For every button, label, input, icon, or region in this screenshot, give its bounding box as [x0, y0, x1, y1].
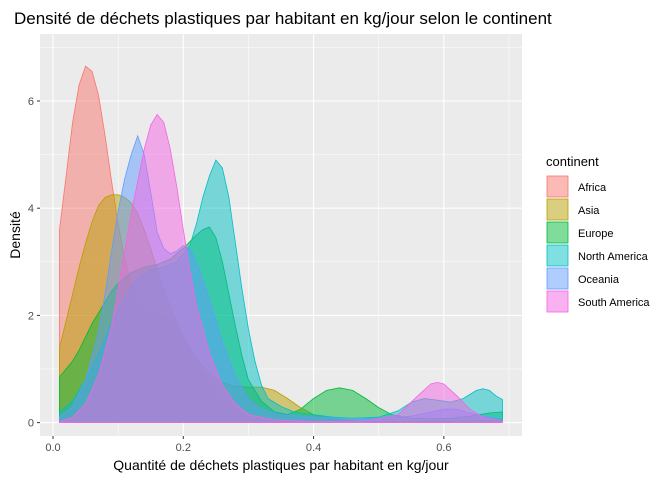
legend-key-south-america [546, 290, 569, 313]
legend-key-africa [546, 175, 569, 198]
x-tick-label: 0.6 [436, 442, 451, 454]
y-tick-label: 2 [28, 310, 34, 322]
x-axis-ticks: 0.0 0.2 0.4 0.6 [45, 436, 451, 454]
x-tick-label: 0.2 [176, 442, 191, 454]
legend-key-asia [546, 198, 569, 221]
density-area-south-america [59, 113, 503, 423]
legend-label-europe: Europe [578, 228, 613, 240]
legend: continent Africa Asia Europe North America O… [546, 154, 650, 313]
legend-label-south-america: South America [578, 297, 650, 309]
x-tick-label: 0.4 [306, 442, 321, 454]
legend-key-north-america [546, 244, 569, 267]
y-tick-label: 4 [28, 203, 34, 215]
x-tick-label: 0.0 [45, 442, 60, 454]
y-tick-label: 0 [28, 418, 34, 430]
density-areas [59, 65, 503, 423]
chart-title: Densité de déchets plastiques par habita… [14, 9, 552, 28]
y-axis-title: Densité [7, 211, 23, 259]
y-axis-ticks: 0 2 4 6 [28, 96, 40, 430]
legend-key-europe [546, 221, 569, 244]
legend-label-africa: Africa [578, 182, 607, 194]
legend-label-asia: Asia [578, 205, 600, 217]
legend-key-oceania [546, 267, 569, 290]
legend-title: continent [546, 154, 599, 169]
y-tick-label: 6 [28, 96, 34, 108]
x-axis-title: Quantité de déchets plastiques par habit… [113, 457, 449, 473]
legend-label-oceania: Oceania [578, 274, 620, 286]
legend-label-north-america: North America [578, 251, 649, 263]
